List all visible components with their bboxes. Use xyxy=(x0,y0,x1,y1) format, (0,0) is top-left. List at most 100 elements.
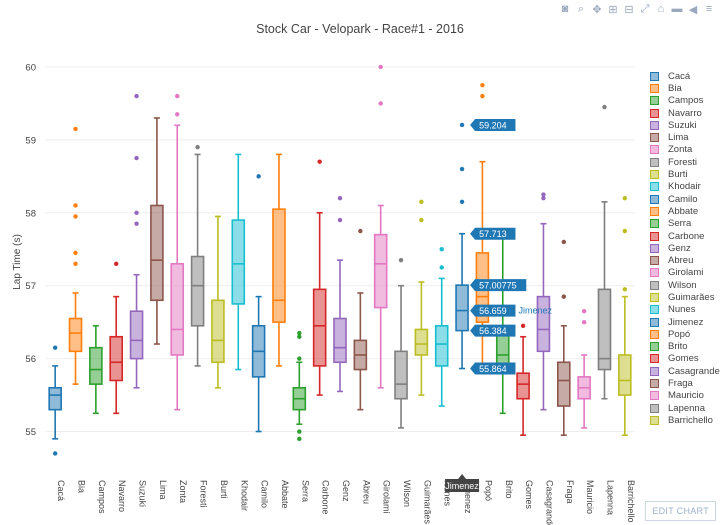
legend-swatch xyxy=(650,342,659,352)
legend-item[interactable]: Popó xyxy=(650,328,720,340)
legend-label: Carbone xyxy=(668,230,705,242)
legend-item[interactable]: Foresti xyxy=(650,156,720,168)
legend-item[interactable]: Abbate xyxy=(650,205,720,217)
outlier-point xyxy=(602,104,607,110)
x-tick-label: Jimenez xyxy=(463,480,473,514)
autoscale-icon[interactable]: ⤢ xyxy=(640,2,650,15)
legend-label: Jimenez xyxy=(668,316,704,328)
hover-closest-icon[interactable]: ◀ xyxy=(688,3,698,16)
legend-label: Suzuki xyxy=(668,119,697,131)
outlier-point xyxy=(337,217,343,223)
hover-label-box xyxy=(470,362,516,375)
legend-swatch xyxy=(650,219,659,229)
camera-icon[interactable]: ◙ xyxy=(561,3,569,15)
x-tick-label: Campos xyxy=(97,480,107,514)
outlier-point xyxy=(297,429,302,434)
legend-swatch xyxy=(650,206,659,216)
home-icon[interactable]: ⌂ xyxy=(657,3,665,15)
legend-item[interactable]: Suzuki xyxy=(650,119,720,131)
box-body xyxy=(597,288,612,371)
box-body xyxy=(536,295,551,353)
zoom-in-icon[interactable]: ⊞ xyxy=(608,3,618,16)
legend-swatch xyxy=(650,256,659,266)
legend-item[interactable]: Barrichello xyxy=(650,414,720,426)
legend-item[interactable]: Burti xyxy=(650,168,720,180)
legend-item[interactable]: Abreu xyxy=(650,254,720,266)
legend-item[interactable]: Camilo xyxy=(650,193,720,205)
legend-label: Gomes xyxy=(668,353,699,365)
y-tick-label: 56 xyxy=(25,354,36,365)
legend-item[interactable]: Fraga xyxy=(650,377,720,389)
box-body xyxy=(211,299,225,364)
box-body xyxy=(272,208,286,323)
legend-item[interactable]: Zonta xyxy=(650,144,720,156)
legend-item[interactable]: Gomes xyxy=(650,353,720,365)
legend-label: Abbate xyxy=(668,205,699,217)
legend-item[interactable]: Casagrande xyxy=(650,365,720,377)
x-tick-label: Serra xyxy=(300,480,310,502)
legend-item[interactable]: Cacá xyxy=(650,70,720,82)
legend-item[interactable]: Campos xyxy=(650,95,720,107)
axis-hover-box xyxy=(445,479,480,492)
hover-label-box xyxy=(470,324,516,337)
box-body xyxy=(455,284,469,332)
pan-icon[interactable]: ✥ xyxy=(592,3,602,16)
outlier-point xyxy=(561,239,566,245)
box-body xyxy=(516,372,530,400)
box-mauricio xyxy=(577,309,591,429)
outlier-point xyxy=(480,82,485,88)
box-genz xyxy=(333,195,347,393)
hover-compare-icon[interactable]: ≡ xyxy=(705,3,713,15)
legend-item[interactable]: Serra xyxy=(650,218,720,230)
legend-item[interactable]: Girolami xyxy=(650,267,720,279)
box-body xyxy=(556,361,571,407)
legend-swatch xyxy=(650,317,659,327)
y-tick-label: 60 xyxy=(25,62,36,73)
box-khodair xyxy=(231,153,246,371)
legend-item[interactable]: Lima xyxy=(650,131,720,143)
box-lapenna xyxy=(597,104,612,400)
legend-swatch xyxy=(650,145,659,155)
hover-label-box xyxy=(470,118,516,131)
outlier-point xyxy=(622,228,628,234)
legend-label: Khodair xyxy=(668,181,701,193)
zoom-icon[interactable]: ⌕ xyxy=(577,2,585,15)
outlier-point xyxy=(378,64,383,70)
box-wilson xyxy=(394,257,408,429)
edit-chart-button[interactable]: EDIT CHART xyxy=(645,501,716,521)
outlier-point xyxy=(73,203,78,208)
outlier-point xyxy=(541,192,546,197)
legend-label: Zonta xyxy=(668,144,693,156)
legend-item[interactable]: Lapenna xyxy=(650,402,720,414)
outlier-point xyxy=(52,345,58,350)
legend-item[interactable]: Brito xyxy=(650,341,720,353)
outlier-point xyxy=(439,265,444,270)
x-tick-label: Cacá xyxy=(56,480,66,501)
legend-swatch xyxy=(650,280,659,290)
hover-label-box xyxy=(470,304,516,317)
outlier-point xyxy=(358,228,363,234)
legend-swatch xyxy=(650,120,659,130)
spike-lines-icon[interactable]: ▬ xyxy=(671,3,683,15)
x-tick-label: Lapenna xyxy=(605,480,615,515)
zoom-out-icon[interactable]: ⊟ xyxy=(624,3,634,16)
x-tick-label: Abbate xyxy=(280,480,290,509)
legend-item[interactable]: Navarro xyxy=(650,107,720,119)
hover-label-box xyxy=(470,227,516,240)
legend-item[interactable]: Genz xyxy=(650,242,720,254)
legend-item[interactable]: Guimarães xyxy=(650,291,720,303)
legend-item[interactable]: Wilson xyxy=(650,279,720,291)
legend-item[interactable]: Nunes xyxy=(650,304,720,316)
legend-item[interactable]: Mauricio xyxy=(650,390,720,402)
box-girolami xyxy=(373,64,388,389)
outlier-point xyxy=(561,294,566,299)
legend-item[interactable]: Carbone xyxy=(650,230,720,242)
legend-item[interactable]: Bia xyxy=(650,82,720,94)
legend-label: Campos xyxy=(668,95,704,107)
x-tick-label: Suzuki xyxy=(138,480,148,507)
y-tick-label: 57 xyxy=(25,281,36,292)
legend-item[interactable]: Khodair xyxy=(650,181,720,193)
outlier-point xyxy=(520,323,526,329)
x-tick-label: Genz xyxy=(341,480,351,502)
legend-item[interactable]: Jimenez xyxy=(650,316,720,328)
